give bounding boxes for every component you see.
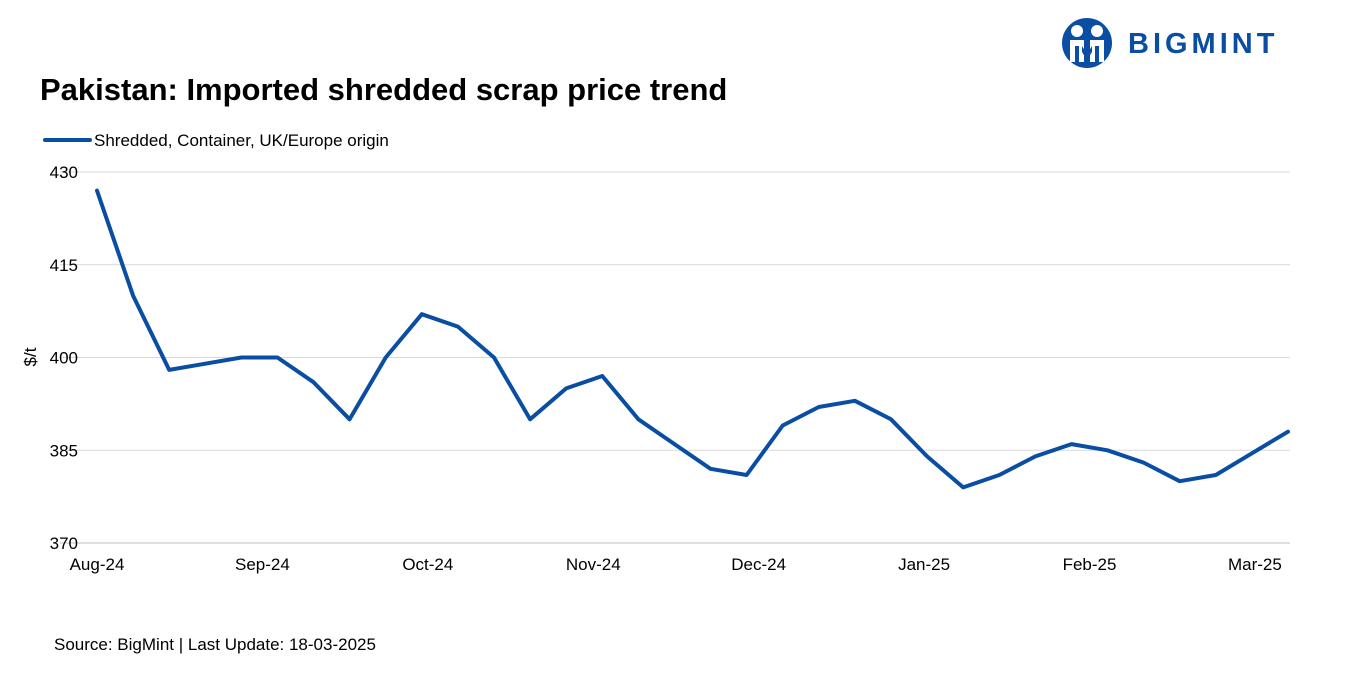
- line-chart: 370 385 400 415 430 $/t Aug-24 Sep-24 Oct-24 Nov-…: [21, 131, 1290, 574]
- x-tick-label: Oct-24: [402, 555, 453, 574]
- y-axis-label: $/t: [21, 347, 40, 366]
- x-tick-label: Aug-24: [70, 555, 125, 574]
- y-tick-label: 400: [50, 349, 78, 368]
- brand-name: BIGMINT: [1128, 28, 1279, 60]
- x-tick-label: Feb-25: [1063, 555, 1117, 574]
- logo-mark-icon: [1062, 18, 1112, 68]
- x-tick-label: Nov-24: [566, 555, 621, 574]
- series-line: [95, 188, 1290, 490]
- x-tick-label: Mar-25: [1228, 555, 1282, 574]
- legend-label: Shredded, Container, UK/Europe origin: [94, 131, 389, 150]
- x-tick-label: Jan-25: [898, 555, 950, 574]
- bigmint-logo: BIGMINT: [1060, 14, 1340, 70]
- chart-title: Pakistan: Imported shredded scrap price …: [40, 72, 728, 107]
- y-tick-label: 385: [50, 441, 78, 460]
- source-note: Source: BigMint | Last Update: 18-03-202…: [54, 635, 376, 654]
- y-tick-label: 430: [50, 163, 78, 182]
- x-tick-label: Sep-24: [235, 555, 290, 574]
- y-tick-label: 370: [50, 534, 78, 553]
- x-tick-label: Dec-24: [731, 555, 786, 574]
- y-tick-label: 415: [50, 256, 78, 275]
